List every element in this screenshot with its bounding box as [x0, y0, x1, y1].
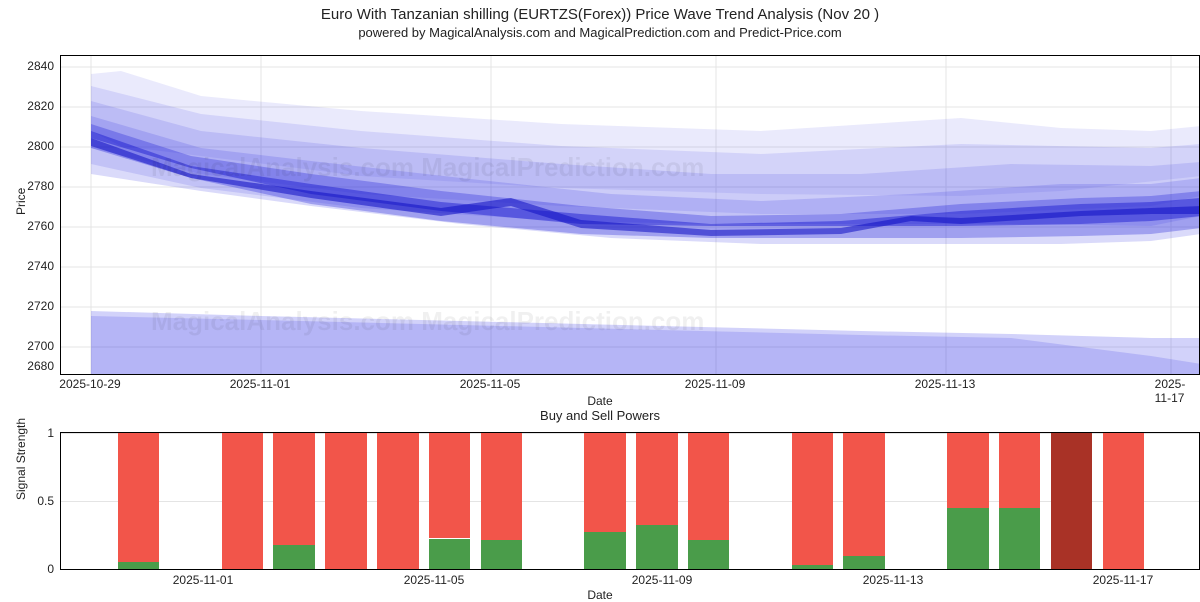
- signal-bar-14[interactable]: [792, 433, 833, 570]
- watermark-text-1: MagicalAnalysis.com MagicalPrediction.co…: [151, 152, 704, 183]
- sell-power-segment: [273, 433, 314, 545]
- buy-power-segment: [584, 532, 625, 570]
- chart-titles: Euro With Tanzanian shilling (EURTZS(For…: [0, 6, 1200, 40]
- sell-power-segment: [325, 433, 366, 570]
- ytick-2760: 2760: [4, 219, 54, 233]
- ytick-2680: 2680: [4, 359, 54, 373]
- bb-xtick-1113: 2025-11-13: [863, 573, 924, 587]
- price-wave-chart[interactable]: MagicalAnalysis.com MagicalPrediction.co…: [60, 55, 1200, 375]
- sell-power-segment: [947, 433, 988, 508]
- bb-xtick-1101: 2025-11-01: [173, 573, 234, 587]
- buy-power-segment: [636, 525, 677, 570]
- ytick-2840: 2840: [4, 59, 54, 73]
- sell-power-segment: [584, 433, 625, 532]
- ytick-2700: 2700: [4, 339, 54, 353]
- ytick-2780: 2780: [4, 179, 54, 193]
- signal-bar-1[interactable]: [118, 433, 159, 570]
- buy-power-segment: [118, 562, 159, 570]
- signal-bar-20[interactable]: [1103, 433, 1144, 570]
- sell-power-segment: [999, 433, 1040, 508]
- signal-strength-axis-label: Signal Strength: [14, 418, 28, 500]
- watermark-text-2: MagicalAnalysis.com MagicalPrediction.co…: [151, 306, 704, 337]
- buy-power-segment: [947, 508, 988, 570]
- signal-bar-7[interactable]: [429, 433, 470, 570]
- xtick-1105: 2025-11-05: [460, 377, 521, 391]
- buy-power-segment: [843, 556, 884, 570]
- sell-power-segment: [377, 433, 418, 570]
- signal-bar-4[interactable]: [273, 433, 314, 570]
- signal-bar-10[interactable]: [584, 433, 625, 570]
- ytick-2820: 2820: [4, 99, 54, 113]
- sell-power-segment: [843, 433, 884, 556]
- ytick-2740: 2740: [4, 259, 54, 273]
- signal-bar-8[interactable]: [481, 433, 522, 570]
- buy-power-segment: [688, 540, 729, 570]
- chart-subtitle: powered by MagicalAnalysis.com and Magic…: [0, 25, 1200, 40]
- buy-power-segment: [429, 539, 470, 571]
- date-axis-label-top: Date: [587, 394, 612, 408]
- signal-bar-5[interactable]: [325, 433, 366, 570]
- xtick-1109: 2025-11-09: [685, 377, 746, 391]
- signal-bar-19[interactable]: [1051, 433, 1092, 570]
- bb-xtick-1109: 2025-11-09: [632, 573, 693, 587]
- buy-power-segment: [481, 540, 522, 570]
- sell-power-segment: [792, 433, 833, 565]
- buy-power-segment: [999, 508, 1040, 570]
- bars-container: [61, 433, 1200, 570]
- sell-power-segment: [429, 433, 470, 538]
- buy-sell-power-chart[interactable]: [60, 432, 1200, 570]
- sell-power-segment: [688, 433, 729, 540]
- signal-bar-6[interactable]: [377, 433, 418, 570]
- bb-xtick-1117: 2025-11-17: [1093, 573, 1154, 587]
- sell-power-segment: [481, 433, 522, 540]
- sell-power-segment: [118, 433, 159, 562]
- signal-bar-18[interactable]: [999, 433, 1040, 570]
- buy-power-segment: [273, 545, 314, 570]
- signal-bar-17[interactable]: [947, 433, 988, 570]
- bb-ytick-0: 0: [14, 562, 54, 576]
- xtick-1117: 2025-11-17: [1155, 377, 1186, 405]
- app-root: Euro With Tanzanian shilling (EURTZS(For…: [0, 0, 1200, 600]
- buy-power-segment: [792, 565, 833, 570]
- buy-sell-title: Buy and Sell Powers: [540, 408, 660, 423]
- ytick-2800: 2800: [4, 139, 54, 153]
- price-axis-label: Price: [14, 188, 28, 215]
- xtick-1029: 2025-10-29: [59, 377, 120, 391]
- signal-bar-11[interactable]: [636, 433, 677, 570]
- sell-power-segment: [1103, 433, 1144, 570]
- ytick-2720: 2720: [4, 299, 54, 313]
- sell-power-segment: [222, 433, 263, 570]
- signal-bar-12[interactable]: [688, 433, 729, 570]
- signal-bar-3[interactable]: [222, 433, 263, 570]
- signal-bar-15[interactable]: [843, 433, 884, 570]
- xtick-1101: 2025-11-01: [230, 377, 291, 391]
- sell-power-segment: [636, 433, 677, 525]
- xtick-1113: 2025-11-13: [915, 377, 976, 391]
- bb-xtick-1105: 2025-11-05: [404, 573, 465, 587]
- chart-title: Euro With Tanzanian shilling (EURTZS(For…: [0, 6, 1200, 23]
